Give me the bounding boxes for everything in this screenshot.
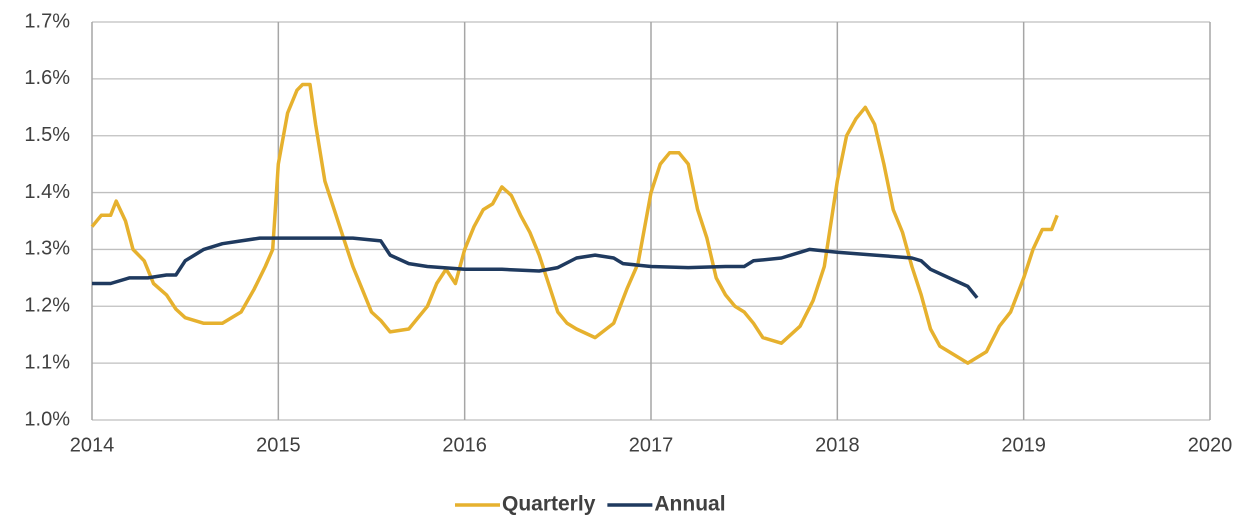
x-tick-label: 2019 <box>1001 434 1046 456</box>
y-tick-label: 1.1% <box>24 351 70 373</box>
legend-label: Quarterly <box>502 493 596 516</box>
x-tick-label: 2018 <box>815 434 860 456</box>
y-tick-label: 1.4% <box>24 181 70 203</box>
y-tick-label: 1.5% <box>24 124 70 146</box>
y-tick-label: 1.7% <box>24 10 70 32</box>
x-tick-label: 2020 <box>1188 434 1233 456</box>
x-tick-label: 2017 <box>629 434 674 456</box>
x-tick-label: 2014 <box>70 434 115 456</box>
line-series <box>92 236 979 299</box>
y-tick-label: 1.6% <box>24 67 70 89</box>
x-tick-label: 2016 <box>442 434 487 456</box>
y-tick-label: 1.0% <box>24 408 70 430</box>
y-tick-label: 1.2% <box>24 295 70 317</box>
y-tick-label: 1.3% <box>24 238 70 260</box>
x-tick-label: 2015 <box>256 434 301 456</box>
legend-label: Annual <box>654 493 725 516</box>
line-series <box>90 82 1059 365</box>
